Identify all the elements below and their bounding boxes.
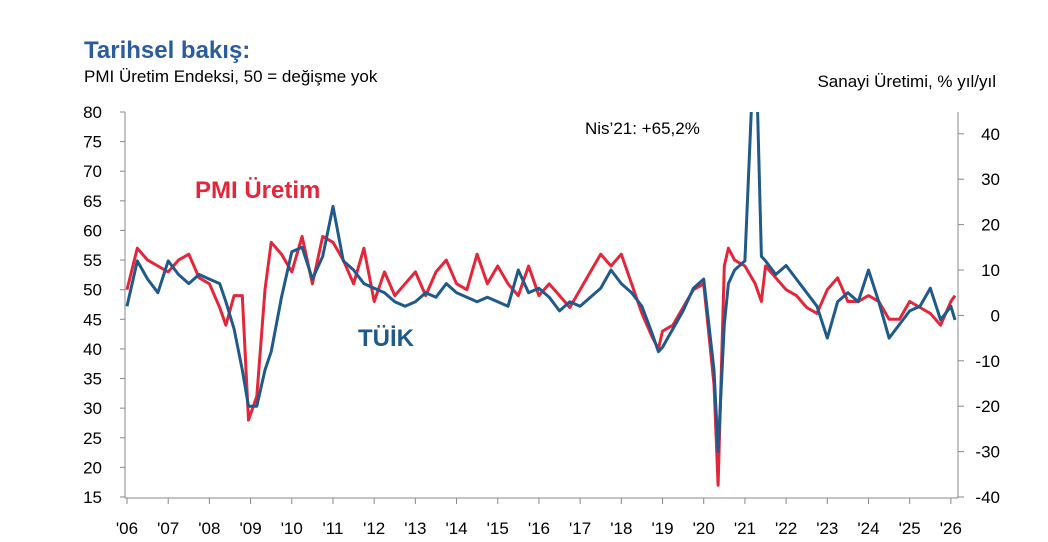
- x-tick-label: '12: [363, 519, 385, 537]
- chart-subtitle: PMI Üretim Endeksi, 50 = değişme yok: [84, 67, 378, 86]
- y2-tick-label: 0: [991, 306, 1000, 325]
- y-tick-label: 80: [83, 103, 102, 122]
- y-tick-label: 55: [83, 251, 102, 270]
- y2-axis-label: Sanayi Üretimi, % yıl/yıl: [817, 72, 996, 91]
- x-tick-label: '10: [281, 519, 303, 537]
- y-tick-label: 50: [83, 281, 102, 300]
- y2-tick-label: -20: [975, 397, 1000, 416]
- x-tick-label: '19: [651, 519, 673, 537]
- y2-tick-label: 40: [981, 125, 1000, 144]
- y-tick-label: 20: [83, 458, 102, 477]
- y-tick-label: 40: [83, 340, 102, 359]
- x-tick-label: '21: [734, 519, 756, 537]
- chart-title: Tarihsel bakış:: [84, 37, 250, 64]
- x-tick-label: '20: [693, 519, 715, 537]
- x-tick-label: '14: [445, 519, 467, 537]
- x-tick-label: '24: [857, 519, 879, 537]
- y-tick-label: 75: [83, 133, 102, 152]
- y2-tick-label: 20: [981, 216, 1000, 235]
- x-tick-label: '07: [157, 519, 179, 537]
- y2-tick-label: -10: [975, 352, 1000, 371]
- x-tick-label: '13: [404, 519, 426, 537]
- x-tick-label: '26: [940, 519, 962, 537]
- y2-tick-label: 10: [981, 261, 1000, 280]
- y-tick-label: 25: [83, 429, 102, 448]
- x-tick-label: '18: [610, 519, 632, 537]
- annotation: Nis’21: +65,2%: [585, 119, 700, 138]
- y2-tick-label: -40: [975, 488, 1000, 507]
- series-line: [125, 234, 957, 487]
- x-tick-label: '23: [816, 519, 838, 537]
- x-tick-label: '11: [323, 519, 344, 537]
- y-tick-label: 15: [83, 488, 102, 507]
- x-tick-label: '17: [569, 519, 591, 537]
- y-tick-label: 45: [83, 310, 102, 329]
- y-tick-label: 70: [83, 162, 102, 181]
- x-tick-label: '09: [240, 519, 262, 537]
- series-line: [125, 112, 957, 454]
- x-tick-label: '08: [198, 519, 220, 537]
- series-label: PMI Üretim: [195, 177, 320, 204]
- x-tick-label: '16: [528, 519, 550, 537]
- x-tick-label: '22: [775, 519, 797, 537]
- y-tick-label: 65: [83, 192, 102, 211]
- y-tick-label: 60: [83, 221, 102, 240]
- y2-tick-label: -30: [975, 443, 1000, 462]
- x-tick-label: '06: [116, 519, 138, 537]
- y2-tick-label: 30: [981, 170, 1000, 189]
- plot-area: [125, 112, 957, 487]
- y-tick-label: 30: [83, 399, 102, 418]
- x-tick-label: '15: [487, 519, 509, 537]
- x-tick-label: '25: [899, 519, 921, 537]
- series-label: TÜİK: [358, 325, 415, 352]
- y-tick-label: 35: [83, 370, 102, 389]
